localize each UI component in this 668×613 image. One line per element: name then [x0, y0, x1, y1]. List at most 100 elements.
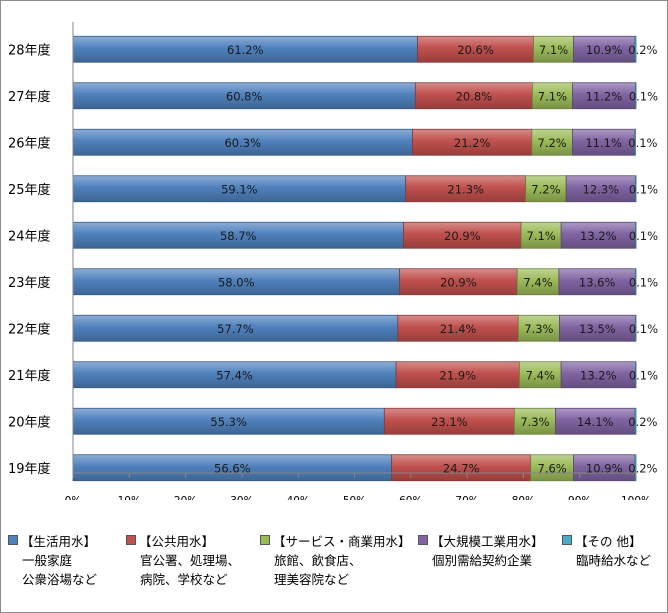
data-label: 20.8% — [456, 89, 493, 103]
data-label: 7.1% — [527, 229, 556, 243]
data-label: 12.3% — [583, 182, 620, 196]
category-label: 22年度 — [8, 321, 51, 337]
bar-segment — [635, 361, 637, 389]
bar-segment — [516, 268, 560, 296]
bar-segment — [635, 175, 637, 203]
data-label: 61.2% — [227, 43, 264, 57]
data-label: 57.7% — [217, 322, 254, 336]
bar-segment — [634, 128, 636, 156]
data-label: 0.2% — [628, 415, 657, 429]
data-label: 20.6% — [457, 43, 494, 57]
category-label: 20年度 — [8, 414, 51, 430]
data-label: 0.2% — [628, 43, 657, 57]
bar-segment — [635, 268, 637, 296]
data-label: 0.1% — [629, 89, 658, 103]
bar-segment — [635, 221, 637, 249]
bar-segment — [414, 82, 533, 110]
bar-segment — [531, 128, 573, 156]
bar-segment — [417, 35, 534, 63]
data-label: 21.3% — [447, 182, 484, 196]
bar-segment — [403, 221, 522, 249]
data-label: 57.4% — [216, 368, 253, 382]
bar-segment — [573, 35, 636, 63]
bar-segment — [72, 314, 399, 342]
data-label: 13.6% — [579, 275, 616, 289]
category-label: 28年度 — [8, 42, 51, 58]
data-label: 0.1% — [629, 322, 658, 336]
category-label: 24年度 — [8, 228, 51, 244]
x-axis: 0% 10% 20% 30% 40% 50% 60% 70% 80% 90% 100% — [65, 22, 651, 500]
data-label: 60.8% — [226, 89, 263, 103]
bar-segment — [412, 128, 533, 156]
data-label: 0.1% — [629, 182, 658, 196]
bar-segment — [558, 268, 636, 296]
bar-segment — [525, 175, 567, 203]
stacked-bar-chart: 61.2% 20.6% 7.1% 10.9% 0.2% 60.8% 20.8% 7.1% 11.… — [8, 22, 658, 500]
legend-title: 【公共用水】 — [139, 534, 215, 549]
legend-swatch — [126, 535, 136, 545]
category-label: 19年度 — [8, 461, 51, 477]
data-label: 11.2% — [586, 89, 623, 103]
data-label: 7.6% — [538, 461, 567, 475]
legend-item-public: 【公共用水】 官公署、処理場、 病院、学校など — [126, 532, 240, 589]
legend-desc: 臨時給水など — [576, 553, 652, 568]
bar-segment — [395, 361, 520, 389]
category-label: 25年度 — [8, 182, 51, 198]
data-label: 56.6% — [214, 461, 251, 475]
data-label: 14.1% — [577, 415, 614, 429]
bar-segment — [405, 175, 527, 203]
category-labels: 28年度 27年度 26年度 25年度 24年度 23年度 22年度 21年度 20年度 19年度 — [8, 42, 51, 477]
x-tick-label: 40% — [287, 495, 310, 500]
x-tick-label: 10% — [118, 495, 141, 500]
x-tick-label: 70% — [455, 495, 478, 500]
bar-segment — [532, 82, 573, 110]
data-label: 11.1% — [585, 136, 622, 150]
legend-desc: 官公署、処理場、 — [140, 553, 241, 568]
data-label: 7.4% — [523, 275, 552, 289]
data-label: 0.1% — [628, 136, 657, 150]
legend-item-living: 【生活用水】 一般家庭 公衆浴場など — [8, 532, 97, 589]
bar-area: 61.2% 20.6% 7.1% 10.9% 0.2% 60.8% 20.8% 7.1% 11.… — [72, 35, 658, 482]
legend-item-service: 【サービス・商業用水】 旅館、飲食店、 理美容院など — [260, 532, 411, 589]
bar-segment — [635, 82, 637, 110]
data-label: 7.1% — [539, 43, 568, 57]
bar-segment — [72, 454, 393, 482]
data-label: 58.7% — [220, 229, 257, 243]
data-label: 13.2% — [580, 368, 617, 382]
data-label: 10.9% — [586, 461, 623, 475]
x-tick-label: 20% — [174, 495, 197, 500]
data-label: 7.2% — [538, 136, 567, 150]
data-label: 60.3% — [224, 136, 261, 150]
bar-segment — [571, 128, 636, 156]
bar-segment — [517, 314, 560, 342]
bar-segment — [391, 454, 532, 482]
bar-segment — [634, 454, 637, 482]
bar-segment — [559, 314, 636, 342]
bar-segment — [399, 268, 518, 296]
data-label: 21.4% — [440, 322, 477, 336]
data-label: 59.1% — [221, 182, 258, 196]
data-label: 0.1% — [629, 275, 658, 289]
x-tick-label: 30% — [230, 495, 253, 500]
bar-segment — [520, 221, 562, 249]
bar-segment — [72, 82, 416, 110]
legend-item-industrial: 【大規模工業用水】 個別需給契約企業 — [418, 532, 544, 570]
category-label: 27年度 — [8, 89, 51, 105]
data-label: 7.1% — [538, 89, 567, 103]
bar-segment — [571, 82, 636, 110]
bar-segment — [560, 221, 636, 249]
x-tick-label: 90% — [568, 495, 591, 500]
bar-segment — [634, 407, 637, 435]
legend-desc: 病院、学校など — [140, 572, 228, 587]
data-label: 21.2% — [454, 136, 491, 150]
legend-title: 【サービス・商業用水】 — [273, 534, 411, 549]
bar-segment — [634, 35, 637, 63]
x-tick-label: 50% — [343, 495, 366, 500]
legend-desc: 旅館、飲食店、 — [274, 553, 362, 568]
data-label: 58.0% — [218, 275, 255, 289]
data-label: 23.1% — [431, 415, 468, 429]
legend-desc: 一般家庭 — [22, 553, 73, 568]
data-label: 0.2% — [628, 461, 657, 475]
data-label: 0.1% — [629, 368, 658, 382]
data-label: 20.9% — [444, 229, 481, 243]
